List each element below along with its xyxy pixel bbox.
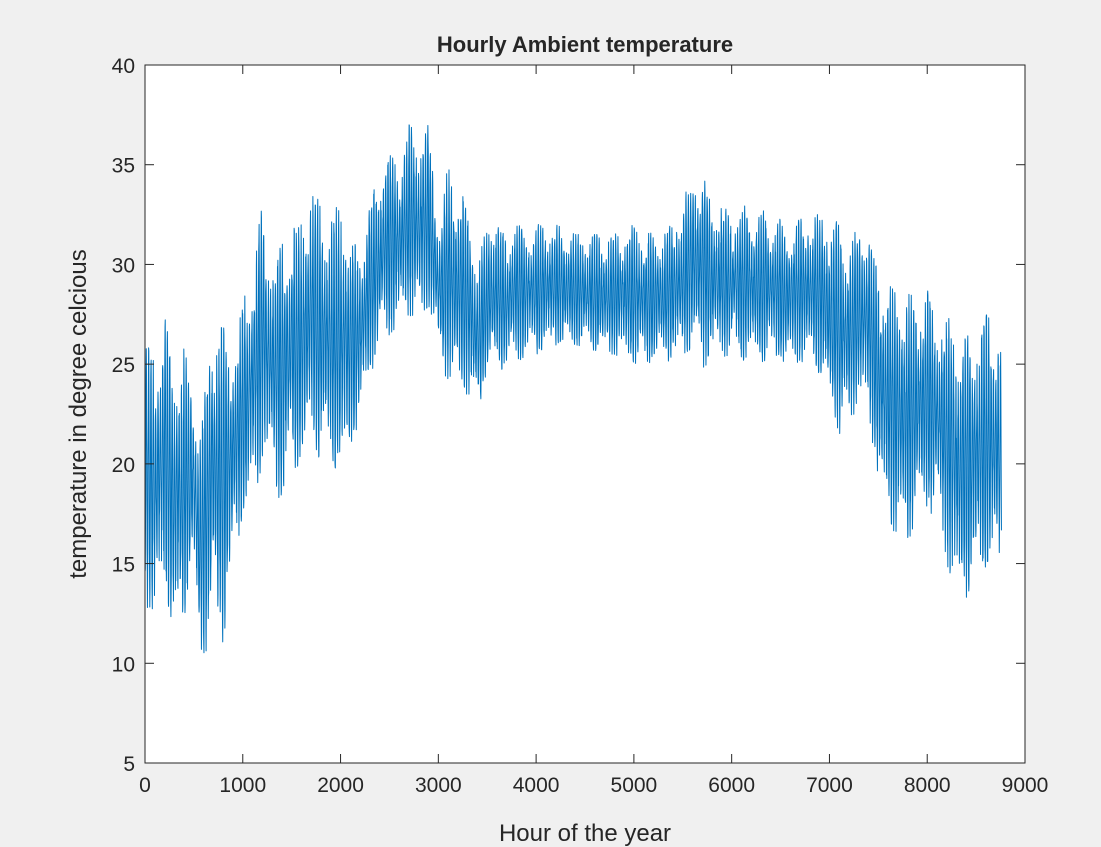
x-axis-label: Hour of the year bbox=[499, 820, 671, 847]
y-tick-label: 40 bbox=[112, 55, 135, 78]
x-tick-label: 3000 bbox=[415, 774, 462, 797]
x-tick-label: 0 bbox=[139, 774, 151, 797]
x-tick-label: 6000 bbox=[708, 774, 755, 797]
y-tick-label: 30 bbox=[112, 254, 135, 277]
x-tick-label: 1000 bbox=[219, 774, 266, 797]
y-tick-label: 5 bbox=[123, 753, 135, 776]
x-tick-label: 2000 bbox=[317, 774, 364, 797]
plot-area bbox=[144, 124, 1002, 654]
x-tick-label: 4000 bbox=[513, 774, 560, 797]
x-tick-label: 7000 bbox=[806, 774, 853, 797]
y-tick-label: 15 bbox=[112, 554, 135, 577]
x-tick-label: 5000 bbox=[611, 774, 658, 797]
series-line bbox=[144, 124, 1002, 654]
y-tick-label: 35 bbox=[112, 155, 135, 178]
axes-background bbox=[145, 65, 1025, 763]
y-tick-label: 10 bbox=[112, 653, 135, 676]
y-tick-label: 25 bbox=[112, 354, 135, 377]
chart-title: Hourly Ambient temperature bbox=[437, 32, 733, 57]
axes-frame bbox=[144, 64, 1026, 764]
x-tick-label: 8000 bbox=[904, 774, 951, 797]
x-tick-label: 9000 bbox=[1002, 774, 1049, 797]
y-tick-label: 20 bbox=[112, 454, 135, 477]
y-axis-label: temperature in degree celcious bbox=[65, 249, 92, 579]
axis-ticks: 0 1000 2000 3000 4000 5000 6000 7000 8000 9000 5 10… bbox=[112, 55, 1049, 797]
